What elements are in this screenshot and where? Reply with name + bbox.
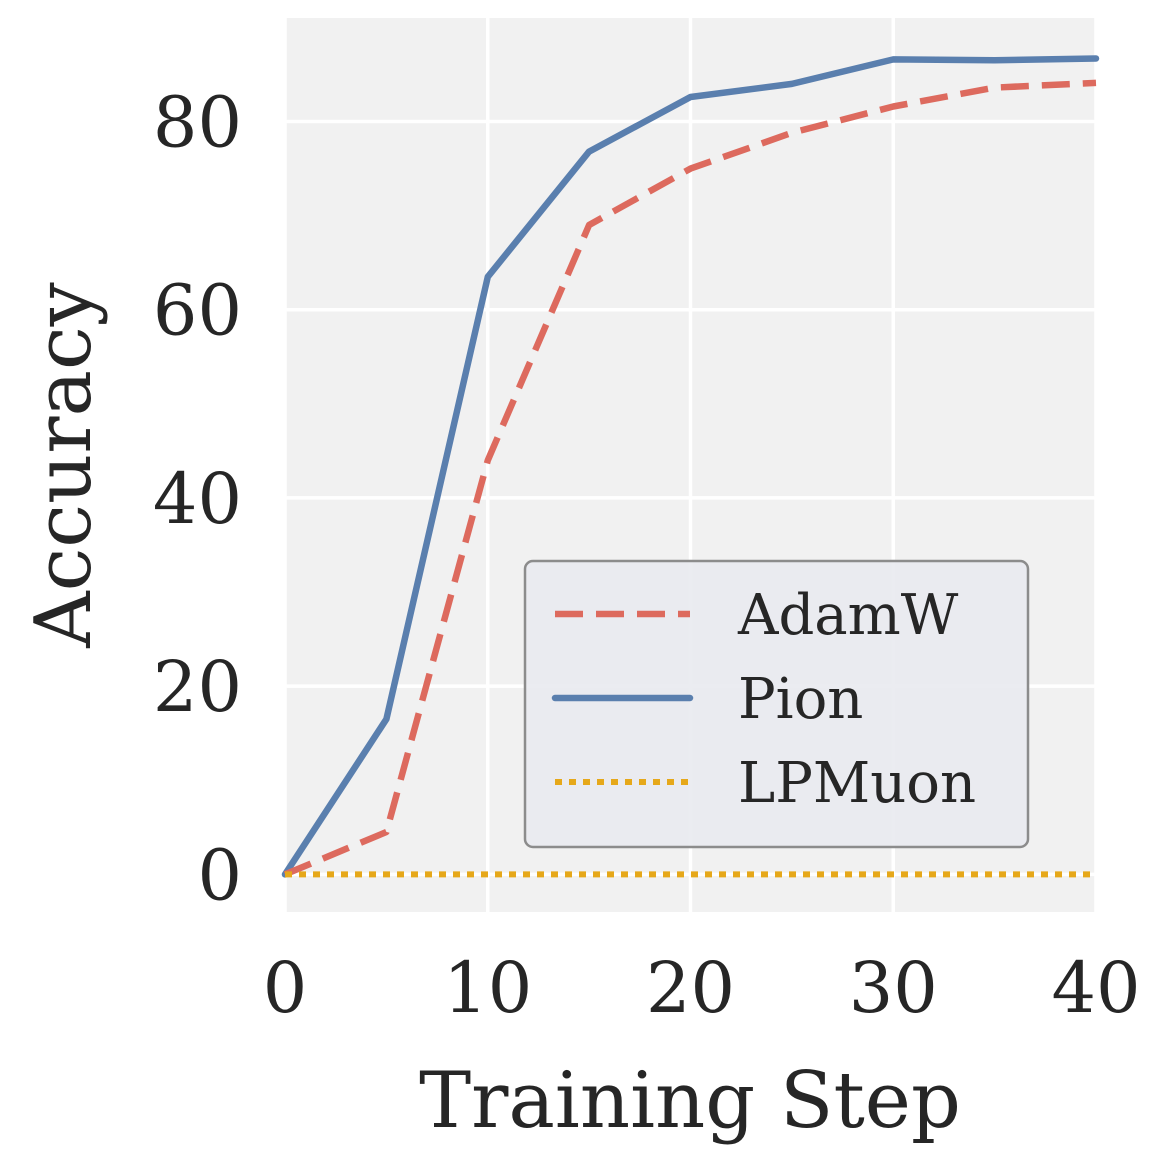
x-tick-label: 0 bbox=[263, 947, 308, 1029]
series-lines bbox=[281, 55, 1100, 878]
y-tick-label: 20 bbox=[153, 646, 242, 728]
legend-box bbox=[523, 559, 1030, 849]
y-tick-label: 0 bbox=[197, 834, 242, 916]
y-axis-title: Accuracy bbox=[19, 282, 109, 648]
legend-label-adamw: AdamW bbox=[737, 583, 959, 648]
series-line-pion bbox=[281, 55, 1100, 878]
x-tick-label: 40 bbox=[1051, 947, 1140, 1029]
y-tick-label: 40 bbox=[153, 458, 242, 540]
legend-label-pion: Pion bbox=[738, 667, 863, 732]
x-tick-label: 20 bbox=[646, 947, 735, 1029]
series-line-adamw bbox=[283, 79, 1097, 878]
y-tick-label: 60 bbox=[153, 270, 242, 352]
legend-label-lpmuon: LPMuon bbox=[738, 751, 976, 816]
x-tick-labels: 0 10 20 30 40 bbox=[263, 947, 1141, 1029]
y-tick-label: 80 bbox=[153, 82, 242, 164]
legend: AdamW Pion LPMuon bbox=[523, 559, 1030, 849]
y-tick-labels: 0 20 40 60 80 bbox=[153, 82, 242, 917]
x-tick-label: 10 bbox=[443, 947, 532, 1029]
x-axis-title: Training Step bbox=[419, 1056, 961, 1146]
x-tick-label: 30 bbox=[849, 947, 938, 1029]
